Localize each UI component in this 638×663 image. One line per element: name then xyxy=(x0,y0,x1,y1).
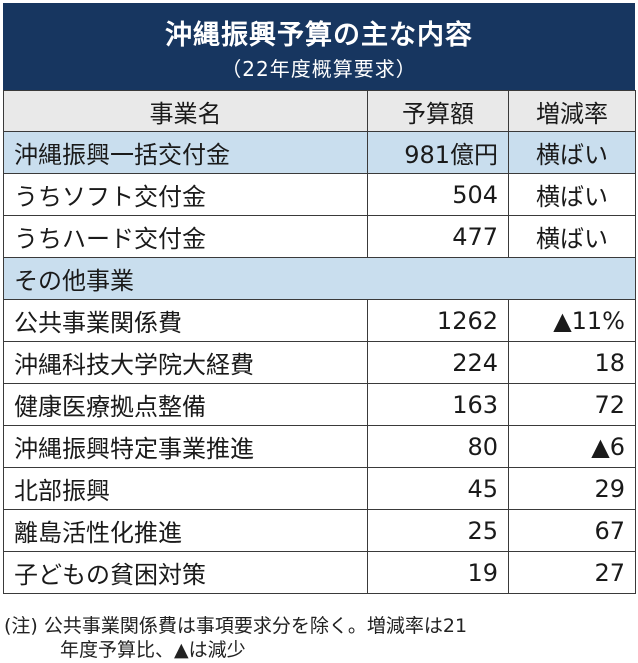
table-row: 沖縄振興特定事業推進 80 ▲6 xyxy=(3,425,636,468)
change-rate-cell: 18 xyxy=(508,341,636,384)
header-project-name: 事業名 xyxy=(3,90,368,132)
change-rate-cell: 67 xyxy=(508,509,636,552)
table-row: 北部振興 45 29 xyxy=(3,467,636,510)
title-banner: 沖縄振興予算の主な内容 （22年度概算要求） xyxy=(3,3,635,90)
footnote-line-2: 年度予算比、▲は減少 xyxy=(60,639,246,661)
footnote: (注) 公共事業関係費は事項要求分を除く。増減率は21 年度予算比、▲は減少 xyxy=(4,614,632,662)
header-row: 事業名 予算額 増減率 xyxy=(3,90,636,132)
section-label: その他事業 xyxy=(3,257,636,300)
budget-amount-cell: 1262 xyxy=(367,299,509,342)
budget-amount-cell: 80 xyxy=(367,425,509,468)
table-row: 子どもの貧困対策 19 27 xyxy=(3,551,636,594)
budget-amount-cell: 25 xyxy=(367,509,509,552)
project-name-cell: 沖縄振興一括交付金 xyxy=(3,131,368,174)
header-change-rate: 増減率 xyxy=(508,90,636,132)
table-row: 公共事業関係費 1262 ▲11% xyxy=(3,299,636,342)
table-title: 沖縄振興予算の主な内容 xyxy=(165,20,473,51)
budget-table: 事業名 予算額 増減率 沖縄振興一括交付金 981億円 横ばい うちソフト交付金 504… xyxy=(3,90,636,594)
budget-amount-cell: 163 xyxy=(367,383,509,426)
change-rate-cell: 72 xyxy=(508,383,636,426)
project-name-cell: 沖縄科技大学院大経費 xyxy=(3,341,368,384)
project-name-cell: うちソフト交付金 xyxy=(3,173,368,216)
project-name-cell: 子どもの貧困対策 xyxy=(3,551,368,594)
change-rate-cell: ▲11% xyxy=(508,299,636,342)
table-row: 健康医療拠点整備 163 72 xyxy=(3,383,636,426)
budget-amount-cell: 504 xyxy=(367,173,509,216)
budget-amount-cell: 224 xyxy=(367,341,509,384)
table-row: 沖縄科技大学院大経費 224 18 xyxy=(3,341,636,384)
budget-amount-cell: 45 xyxy=(367,467,509,510)
change-rate-cell: 27 xyxy=(508,551,636,594)
table-row: うちソフト交付金 504 横ばい xyxy=(3,173,636,216)
project-name-cell: 北部振興 xyxy=(3,467,368,510)
table-row: 沖縄振興一括交付金 981億円 横ばい xyxy=(3,131,636,174)
budget-amount-cell: 477 xyxy=(367,215,509,258)
table-row: その他事業 xyxy=(3,257,636,300)
project-name-cell: 沖縄振興特定事業推進 xyxy=(3,425,368,468)
project-name-cell: 公共事業関係費 xyxy=(3,299,368,342)
budget-amount-cell: 981億円 xyxy=(367,131,509,174)
budget-amount-cell: 19 xyxy=(367,551,509,594)
project-name-cell: 健康医療拠点整備 xyxy=(3,383,368,426)
change-rate-cell: ▲6 xyxy=(508,425,636,468)
table-row: うちハード交付金 477 横ばい xyxy=(3,215,636,258)
change-rate-cell: 29 xyxy=(508,467,636,510)
footnote-line-1: (注) 公共事業関係費は事項要求分を除く。増減率は21 xyxy=(4,615,468,637)
project-name-cell: うちハード交付金 xyxy=(3,215,368,258)
change-rate-cell: 横ばい xyxy=(508,215,636,258)
change-rate-cell: 横ばい xyxy=(508,173,636,216)
project-name-cell: 離島活性化推進 xyxy=(3,509,368,552)
table-subtitle: （22年度概算要求） xyxy=(221,57,417,81)
table-row: 離島活性化推進 25 67 xyxy=(3,509,636,552)
header-budget-amount: 予算額 xyxy=(367,90,509,132)
change-rate-cell: 横ばい xyxy=(508,131,636,174)
